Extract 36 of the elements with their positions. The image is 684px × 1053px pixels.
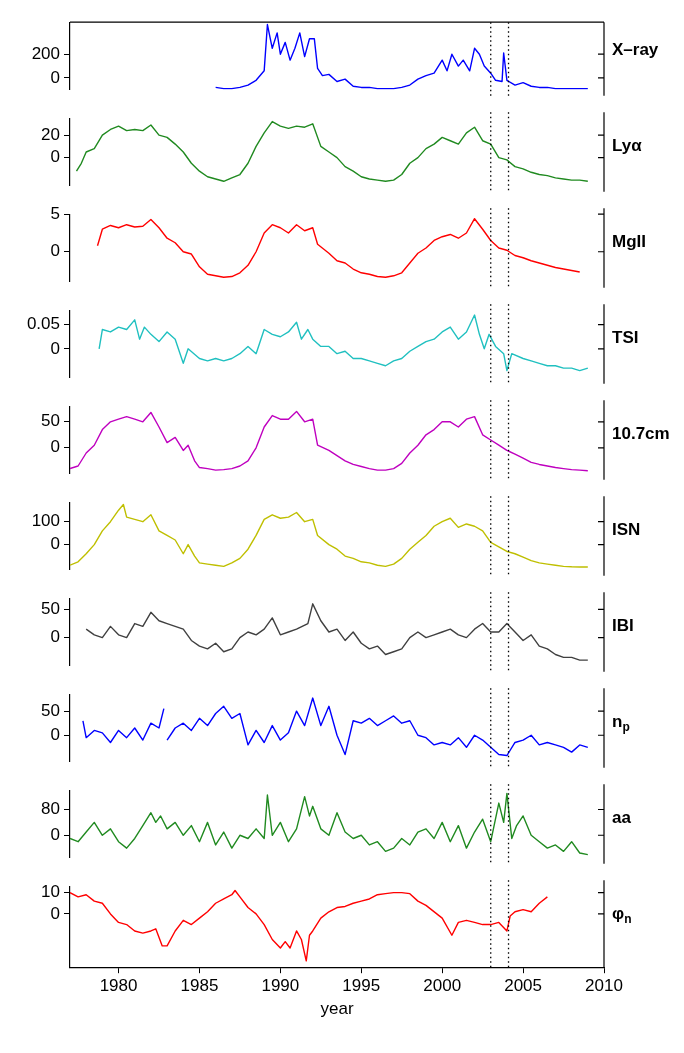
- text: 10.7cm: [612, 423, 670, 443]
- y-tick-label: 50: [41, 599, 60, 619]
- x-tick-label: 2005: [504, 976, 542, 996]
- series-label: TSI: [612, 327, 639, 347]
- y-tick-label: 20: [41, 124, 60, 144]
- text: ISN: [612, 519, 641, 539]
- text: Lyα: [612, 135, 643, 155]
- x-tick-label: 2010: [585, 976, 623, 996]
- text: aa: [612, 807, 632, 827]
- y-tick-label: 0: [50, 241, 60, 261]
- text: X–ray: [612, 39, 659, 59]
- y-tick-label: 100: [31, 511, 60, 531]
- y-tick-label: 0: [50, 437, 60, 457]
- y-tick-label: 0: [50, 534, 60, 554]
- y-tick-label: 5: [50, 203, 60, 223]
- y-tick-label: 50: [41, 700, 60, 720]
- y-tick-label: 0: [50, 67, 60, 87]
- y-tick-label: 0.05: [26, 314, 60, 334]
- x-tick-label: 1985: [180, 976, 219, 996]
- y-tick-label: 0: [50, 338, 60, 358]
- y-tick-label: 0: [50, 724, 60, 744]
- text: MgII: [612, 231, 646, 251]
- y-tick-label: 200: [31, 43, 60, 63]
- x-tick-label: 1980: [99, 976, 138, 996]
- y-tick-label: 0: [50, 627, 60, 647]
- y-tick-label: 10: [41, 882, 60, 902]
- x-axis-title: year: [320, 999, 354, 1019]
- x-tick-label: 1990: [261, 976, 300, 996]
- x-tick-label: 1995: [342, 976, 381, 996]
- y-tick-label: 0: [50, 147, 60, 167]
- x-tick-label: 2000: [423, 976, 462, 996]
- y-tick-label: 80: [41, 799, 60, 819]
- text: IBI: [612, 615, 634, 635]
- y-tick-label: 0: [50, 903, 60, 923]
- y-tick-label: 50: [41, 411, 60, 431]
- y-tick-label: 0: [50, 824, 60, 844]
